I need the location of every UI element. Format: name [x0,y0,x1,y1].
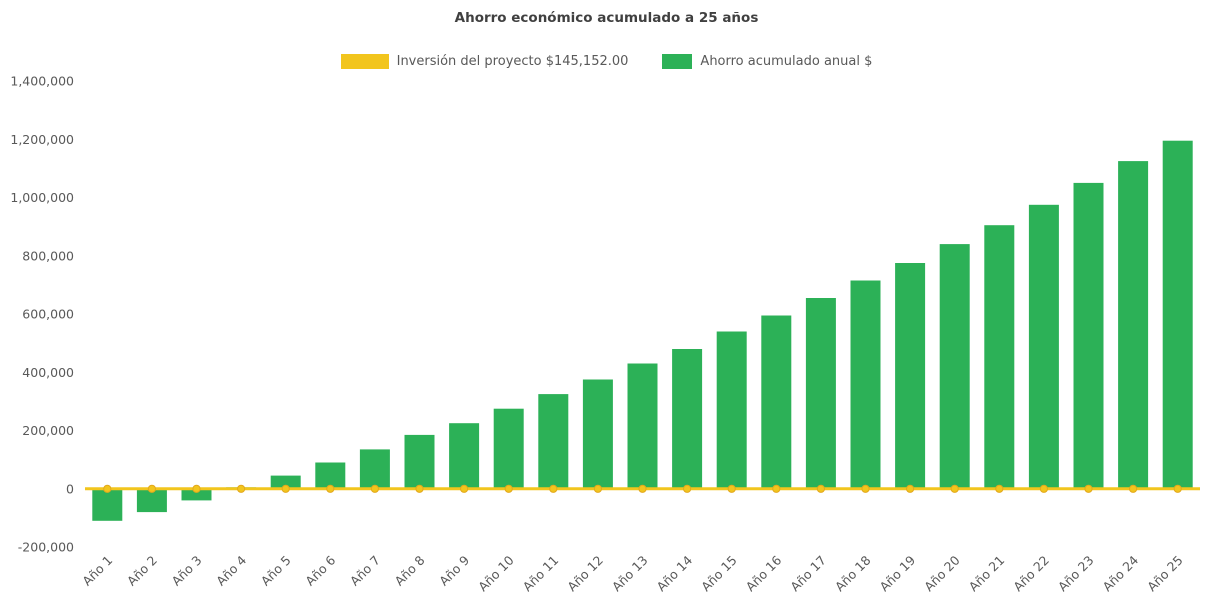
bar [761,315,792,489]
x-tick-label: Año 15 [698,553,740,595]
investment-marker [103,484,112,493]
bar [716,331,747,489]
legend-swatch-savings [662,54,693,69]
x-tick-label: Año 20 [921,552,963,594]
investment-marker [370,484,379,493]
x-tick-label: Año 5 [258,553,294,589]
bars-group [92,140,1193,521]
investment-marker [772,484,781,493]
investment-marker [326,484,335,493]
investment-marker [683,484,692,493]
bar [672,349,703,489]
bar [404,434,435,489]
investment-marker [906,484,915,493]
investment-marker [415,484,424,493]
bar [895,263,926,489]
y-tick-label: 1,000,000 [10,190,74,205]
y-tick-label: 1,200,000 [10,132,74,147]
bar [538,394,569,489]
x-tick-label: Año 18 [832,552,874,594]
legend-label-investment: Inversión del proyecto $145,152.00 [396,54,629,69]
x-tick-label: Año 3 [169,553,205,589]
x-tick-label: Año 12 [564,553,606,595]
bar [315,462,346,489]
y-tick-label: 0 [66,481,74,496]
bar [582,379,613,489]
y-tick-label: 600,000 [22,307,74,322]
x-tick-label: Año 7 [347,553,383,589]
y-tick-label: 400,000 [22,365,74,380]
bar [181,488,212,501]
x-tick-label: Año 14 [653,552,695,594]
investment-marker [1039,484,1049,493]
legend: Inversión del proyecto $145,152.00 Ahorr… [0,54,1213,69]
investment-marker [549,484,558,493]
investment-marker [1129,484,1138,493]
x-tick-label: Año 25 [1144,553,1186,595]
x-tick-label: Año 21 [966,553,1008,595]
legend-item-savings: Ahorro acumulado anual $ [662,54,872,69]
bar [1028,204,1059,489]
bar [92,488,123,521]
investment-marker [504,484,513,493]
x-tick-label: Año 23 [1055,553,1097,595]
y-axis-labels: -200,000 0 200,000 400,000 600,000 800,000 1,0… [10,74,74,555]
investment-marker [638,484,647,493]
x-tick-label: Año 2 [124,553,160,589]
bar [270,475,301,489]
investment-marker [1173,484,1182,493]
bar [984,225,1015,489]
x-tick-label: Año 4 [213,552,249,588]
y-tick-label: 1,400,000 [10,74,74,89]
investment-marker [1084,484,1093,493]
investment-marker [237,484,246,493]
legend-item-investment: Inversión del proyecto $145,152.00 [340,54,629,69]
x-tick-label: Año 24 [1099,552,1141,594]
x-tick-label: Año 11 [520,553,562,595]
x-tick-label: Año 8 [392,552,428,588]
bar [627,363,658,489]
x-axis-labels: Año 1 Año 2 Año 3 Año 4 Año 5 Año 6 Año 7 Año 8… [79,552,1186,594]
y-tick-label: 200,000 [22,423,74,438]
y-tick-label: 800,000 [22,248,74,263]
bar [359,449,390,489]
x-tick-label: Año 9 [436,552,472,588]
x-tick-label: Año 1 [79,553,115,589]
chart-title: Ahorro económico acumulado a 25 años [454,10,759,26]
investment-marker [281,484,290,493]
investment-marker [950,484,959,493]
bar [939,244,970,489]
legend-swatch-investment [340,54,389,69]
investment-marker [816,484,826,493]
x-tick-label: Año 10 [475,552,517,594]
bar [1118,161,1149,489]
y-tick-label: -200,000 [18,540,74,555]
investment-marker [861,484,870,493]
bar [1162,140,1193,489]
investment-marker [995,484,1004,493]
investment-marker [727,484,736,493]
investment-marker [460,484,469,493]
investment-marker [147,484,156,493]
bar [493,408,524,489]
bar [1073,182,1104,489]
x-tick-label: Año 17 [787,553,829,595]
x-tick-label: Año 13 [609,553,651,595]
investment-line [85,484,1200,493]
x-tick-label: Año 19 [876,552,918,594]
investment-marker [192,484,201,493]
bar [136,488,167,513]
legend-label-savings: Ahorro acumulado anual $ [700,54,873,69]
x-tick-label: Año 16 [743,552,785,594]
bar [805,298,836,489]
x-tick-label: Año 22 [1010,553,1052,595]
bar [850,280,881,489]
x-tick-label: Año 6 [302,552,338,588]
investment-marker [593,484,603,493]
bar [449,423,480,489]
